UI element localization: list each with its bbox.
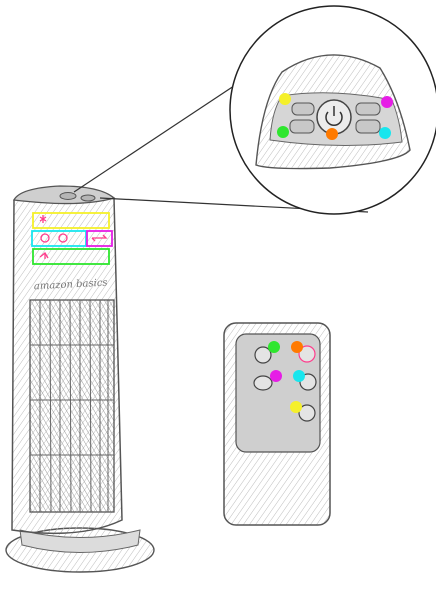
cyan-marker bbox=[379, 127, 391, 139]
fan-top-button-right bbox=[80, 194, 96, 202]
tower-fan: amazon basics bbox=[5, 185, 155, 573]
panel-box-cyan bbox=[31, 230, 87, 247]
mode-icon bbox=[91, 234, 108, 242]
timer-button bbox=[355, 119, 381, 134]
brand-label: amazon basics bbox=[34, 278, 108, 293]
yellow-marker bbox=[279, 93, 291, 105]
remote-cyan-marker bbox=[293, 370, 305, 382]
remote-oscillate-button bbox=[298, 404, 316, 422]
magenta-marker bbox=[381, 96, 393, 108]
fan-speed-icon bbox=[39, 215, 47, 223]
remote-mode-button bbox=[253, 375, 273, 391]
swing-button bbox=[289, 119, 315, 134]
remote-power-button bbox=[298, 345, 316, 363]
fan-base-neck bbox=[19, 529, 141, 553]
green-marker bbox=[277, 126, 289, 138]
power-swirl-icon bbox=[39, 252, 49, 259]
panel-box-green bbox=[32, 248, 110, 265]
panel-box-magenta bbox=[86, 230, 113, 247]
remote-fan-speed-button bbox=[254, 346, 272, 364]
remote-yellow-marker bbox=[290, 401, 302, 413]
grille-bars bbox=[30, 299, 114, 513]
remote-face bbox=[235, 333, 321, 453]
panel-box-yellow bbox=[32, 212, 110, 229]
panel-symbols bbox=[39, 215, 108, 259]
remote-green-marker bbox=[268, 341, 280, 353]
fan-speed-button bbox=[291, 102, 315, 116]
remote-magenta-marker bbox=[270, 370, 282, 382]
remote-control bbox=[223, 322, 331, 526]
oscillate-icon bbox=[40, 233, 50, 243]
zoom-circle bbox=[229, 5, 436, 215]
mode-button bbox=[355, 102, 381, 116]
remote-orange-marker bbox=[291, 341, 303, 353]
power-icon bbox=[325, 106, 343, 127]
timer-icon bbox=[58, 233, 68, 243]
fan-top-button-left bbox=[59, 192, 77, 200]
orange-marker bbox=[326, 128, 338, 140]
fan-grille bbox=[29, 299, 115, 513]
